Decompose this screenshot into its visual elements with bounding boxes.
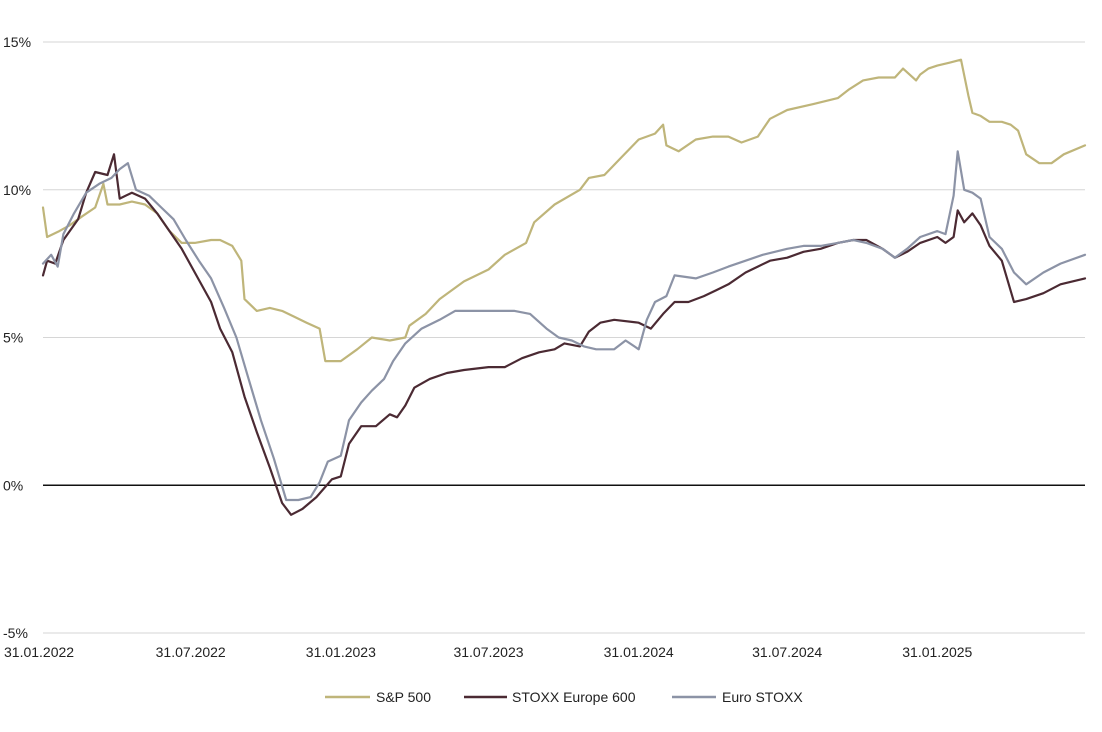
x-tick-label: 31.07.2023: [453, 644, 523, 660]
x-tick-label: 31.01.2022: [4, 644, 74, 660]
legend-label-s-p-500: S&P 500: [376, 689, 431, 705]
legend-label-euro-stoxx: Euro STOXX: [722, 689, 803, 705]
x-axis-ticks: 31.01.2022 31.07.2022 31.01.2023 31.07.2023…: [4, 644, 973, 660]
legend: S&P 500 STOXX Europe 600 Euro STOXX: [325, 689, 803, 705]
y-tick-label: 10%: [3, 182, 31, 198]
series-line-stoxx-europe-600: [41, 153, 1087, 516]
x-tick-label: 31.01.2024: [604, 644, 674, 660]
y-tick-label: 15%: [3, 34, 31, 50]
legend-label-stoxx-europe-600: STOXX Europe 600: [512, 689, 636, 705]
x-tick-label: 31.07.2024: [752, 644, 822, 660]
series-line-euro-stoxx: [41, 150, 1087, 502]
x-tick-label: 31.07.2022: [156, 644, 226, 660]
grid-lines: [43, 41, 1085, 634]
y-axis-ticks: -5% 0% 5% 10% 15%: [3, 34, 31, 641]
x-tick-label: 31.01.2025: [902, 644, 972, 660]
y-tick-label: 5%: [3, 330, 23, 346]
series-lines: [41, 58, 1087, 516]
series-line-s-p-500: [41, 58, 1087, 363]
y-tick-label: 0%: [3, 477, 23, 493]
y-tick-label: -5%: [3, 625, 28, 641]
x-tick-label: 31.01.2023: [306, 644, 376, 660]
